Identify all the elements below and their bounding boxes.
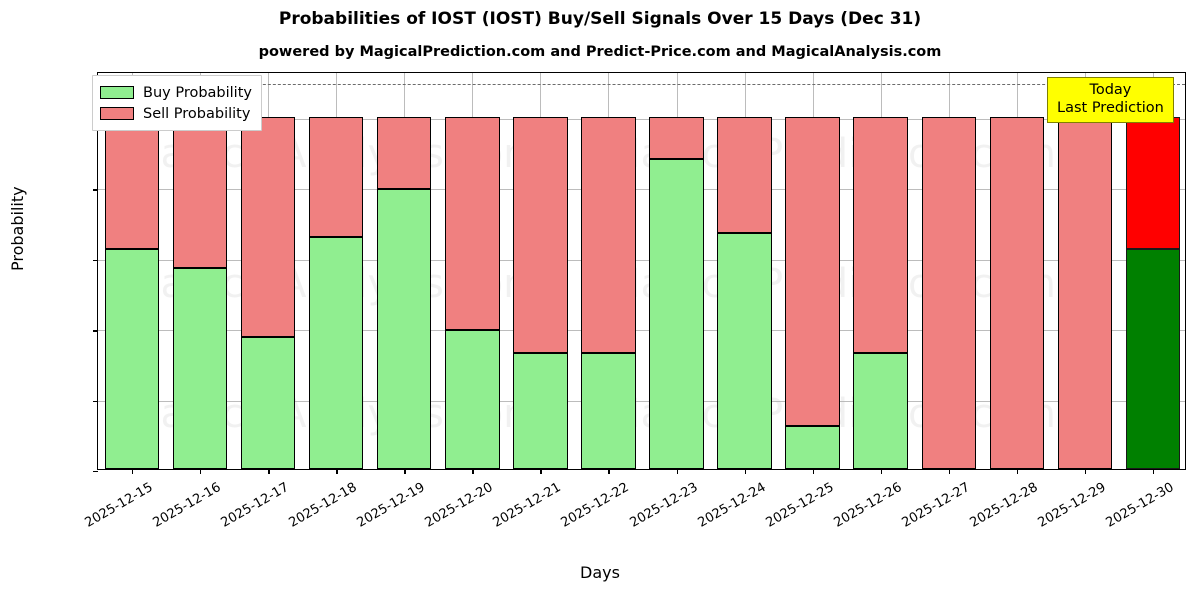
y-axis-label: Probability bbox=[8, 186, 27, 271]
bar-segment-buy[interactable] bbox=[104, 249, 160, 469]
bar-group[interactable] bbox=[377, 73, 432, 469]
y-tick-mark bbox=[93, 471, 98, 473]
bar-segment-sell[interactable] bbox=[104, 116, 160, 250]
bar-segment-sell[interactable] bbox=[1057, 116, 1113, 469]
x-tick-mark bbox=[812, 469, 815, 474]
x-tick-mark bbox=[404, 469, 406, 474]
bar-group[interactable] bbox=[853, 73, 908, 469]
x-tick-mark bbox=[268, 469, 270, 474]
bar-segment-sell[interactable] bbox=[989, 116, 1045, 469]
x-tick-mark bbox=[1084, 469, 1087, 474]
bar-group[interactable] bbox=[649, 73, 704, 469]
bar-segment-sell[interactable] bbox=[1125, 116, 1181, 249]
bar-segment-sell[interactable] bbox=[240, 116, 296, 338]
legend-swatch-sell bbox=[100, 107, 134, 120]
y-tick-mark bbox=[93, 400, 98, 402]
plot-area: MagicalAnalysis.comMagicalPrediction.com… bbox=[83, 72, 1186, 531]
legend-label: Buy Probability bbox=[143, 84, 252, 101]
bar-segment-buy[interactable] bbox=[377, 188, 432, 469]
y-tick-mark bbox=[93, 189, 98, 191]
bar-group[interactable] bbox=[308, 73, 364, 469]
x-axis-label: Days bbox=[580, 563, 620, 582]
chart-subtitle: powered by MagicalPrediction.com and Pre… bbox=[258, 44, 942, 60]
bar-group[interactable] bbox=[717, 73, 772, 469]
bar-segment-sell[interactable] bbox=[172, 116, 228, 269]
x-tick-mark bbox=[608, 469, 610, 474]
gridline-horizontal bbox=[98, 330, 1185, 332]
bar-segment-sell[interactable] bbox=[649, 116, 704, 160]
bar-group[interactable] bbox=[104, 73, 160, 469]
bar-group[interactable] bbox=[989, 73, 1045, 469]
x-tick-mark bbox=[200, 469, 202, 474]
x-tick-mark bbox=[472, 469, 474, 474]
bar-segment-sell[interactable] bbox=[717, 116, 772, 234]
bar-segment-sell[interactable] bbox=[445, 116, 500, 330]
x-tick-mark bbox=[1016, 469, 1019, 474]
bar-group[interactable] bbox=[581, 73, 636, 469]
chart-legend: Buy Probability Sell Probability bbox=[92, 75, 262, 131]
gridline-horizontal bbox=[98, 259, 1185, 261]
bar-group[interactable] bbox=[921, 73, 976, 469]
bar-segment-buy[interactable] bbox=[649, 159, 704, 469]
bar-segment-sell[interactable] bbox=[785, 116, 840, 427]
x-tick-mark bbox=[540, 469, 542, 474]
bar-segment-sell[interactable] bbox=[853, 116, 908, 353]
x-tick-mark bbox=[948, 469, 951, 474]
legend-swatch-buy bbox=[100, 86, 134, 99]
bar-segment-buy[interactable] bbox=[1125, 248, 1181, 469]
x-tick-mark bbox=[744, 469, 746, 474]
bar-group[interactable] bbox=[1125, 73, 1181, 469]
reference-line bbox=[98, 83, 1185, 85]
bar-segment-buy[interactable] bbox=[240, 337, 296, 469]
bar-group[interactable] bbox=[1057, 73, 1113, 469]
legend-item: Buy Probability bbox=[100, 82, 252, 103]
bar-segment-buy[interactable] bbox=[853, 352, 908, 469]
chart-title: Probabilities of IOST (IOST) Buy/Sell Si… bbox=[278, 9, 922, 29]
today-annotation: Today Last Prediction bbox=[1047, 77, 1174, 124]
x-tick-mark bbox=[336, 469, 338, 474]
annotation-line-1: Today bbox=[1089, 82, 1132, 98]
bar-group[interactable] bbox=[172, 73, 228, 469]
bar-group[interactable] bbox=[513, 73, 568, 469]
bar-group[interactable] bbox=[785, 73, 840, 469]
gridline-horizontal bbox=[98, 118, 1185, 120]
bar-segment-buy[interactable] bbox=[717, 233, 772, 469]
legend-item: Sell Probability bbox=[100, 103, 252, 124]
gridline-horizontal bbox=[98, 400, 1185, 402]
bar-segment-sell[interactable] bbox=[581, 116, 636, 353]
bar-segment-sell[interactable] bbox=[513, 116, 568, 353]
bar-segment-buy[interactable] bbox=[581, 352, 636, 469]
bar-segment-buy[interactable] bbox=[172, 268, 228, 469]
bar-group[interactable] bbox=[445, 73, 500, 469]
x-tick-mark bbox=[132, 469, 134, 474]
bar-group[interactable] bbox=[240, 73, 296, 469]
bar-segment-buy[interactable] bbox=[513, 352, 568, 469]
annotation-line-2: Last Prediction bbox=[1057, 99, 1164, 116]
bar-segment-buy[interactable] bbox=[308, 236, 364, 469]
gridline-horizontal bbox=[98, 189, 1185, 191]
bar-segment-sell[interactable] bbox=[921, 116, 976, 469]
bar-segment-sell[interactable] bbox=[308, 116, 364, 237]
x-tick-mark bbox=[1152, 469, 1155, 474]
x-tick-mark bbox=[676, 469, 678, 474]
legend-label: Sell Probability bbox=[143, 105, 251, 122]
bar-segment-buy[interactable] bbox=[785, 426, 840, 469]
x-tick-mark bbox=[880, 469, 883, 474]
plot-inner: MagicalAnalysis.comMagicalPrediction.com… bbox=[98, 73, 1185, 469]
y-tick-mark bbox=[93, 259, 98, 262]
bar-segment-sell[interactable] bbox=[377, 116, 432, 189]
bar-segment-buy[interactable] bbox=[445, 329, 500, 469]
y-tick-mark bbox=[93, 330, 98, 332]
